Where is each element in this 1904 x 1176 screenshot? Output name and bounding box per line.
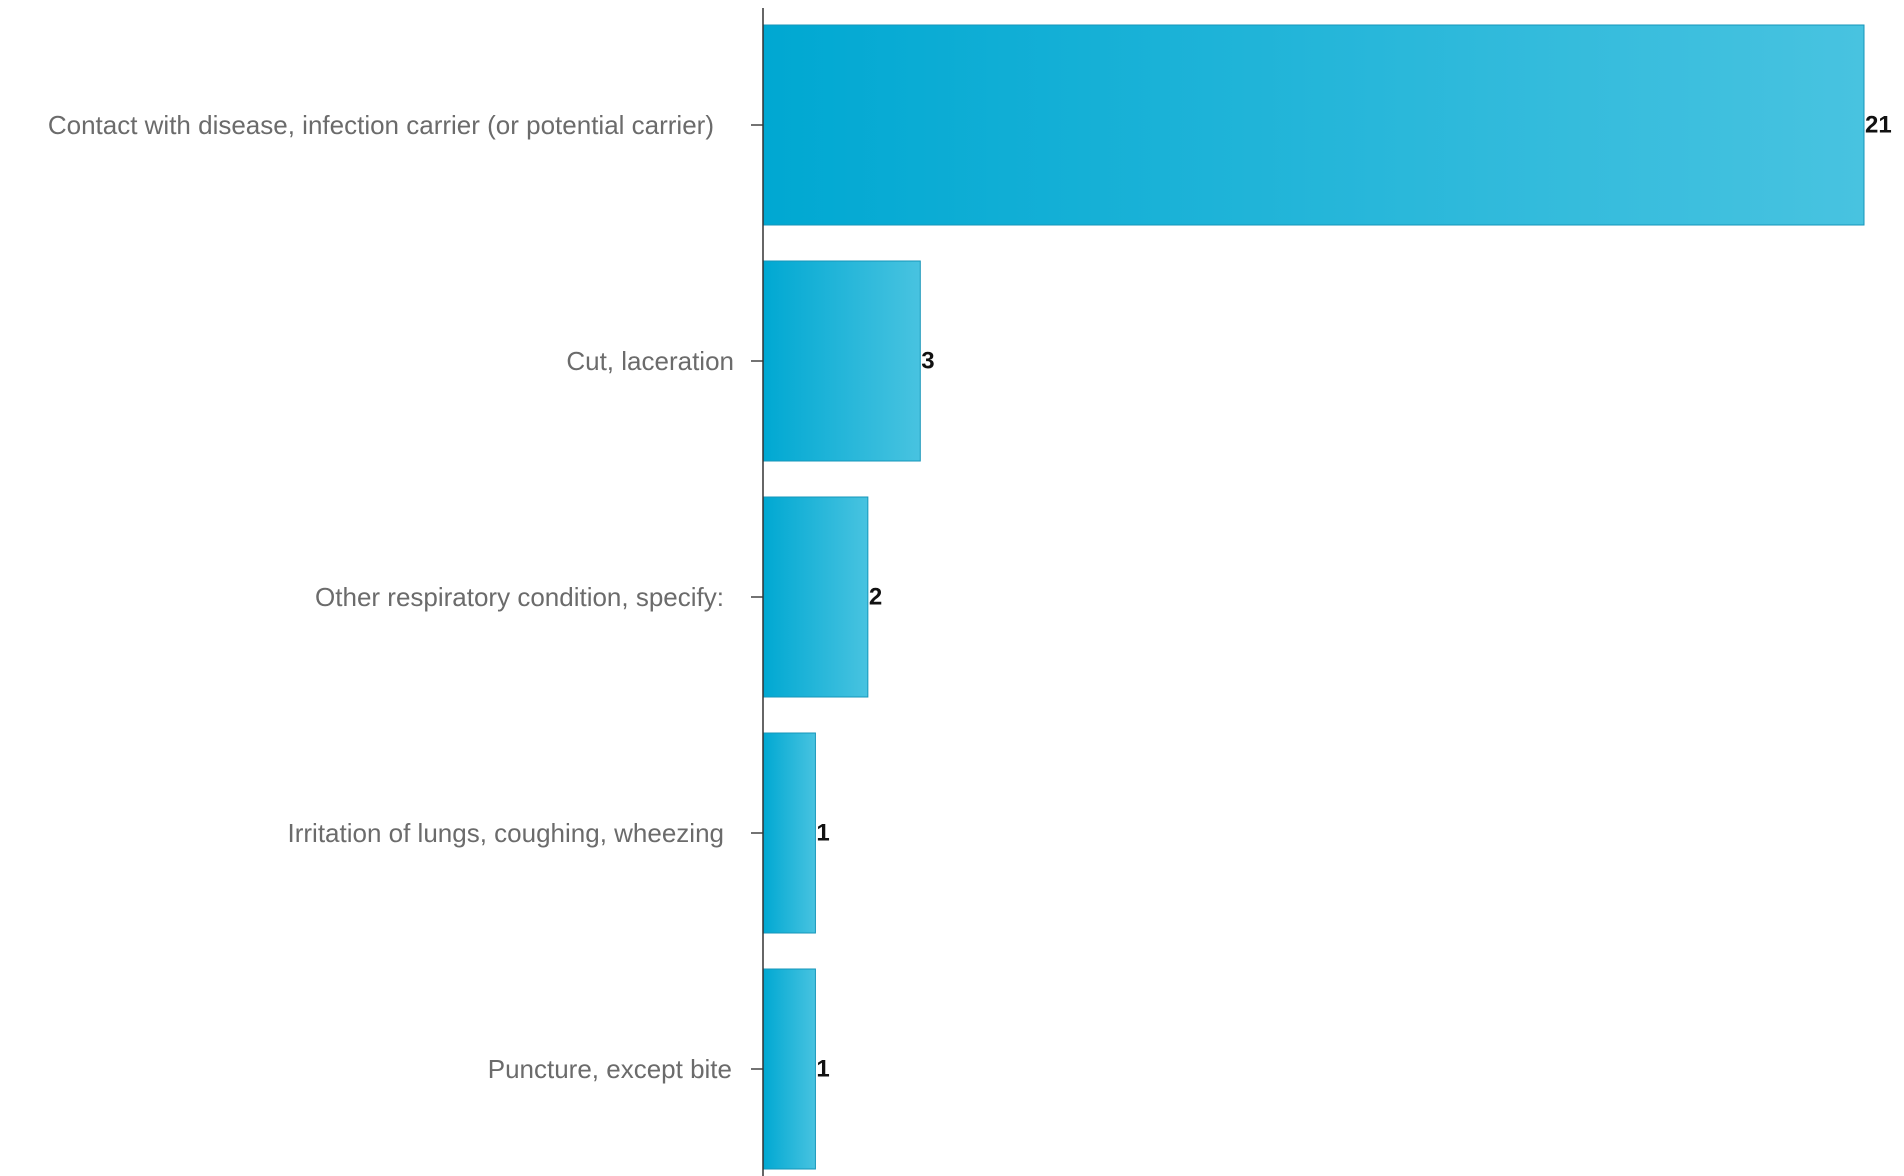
bar-0 bbox=[762, 24, 1865, 226]
value-label-4: 1 bbox=[816, 1056, 829, 1083]
category-labels: Contact with disease, infection carrier … bbox=[48, 110, 734, 1084]
value-label-2: 2 bbox=[869, 584, 882, 611]
category-label-2: Other respiratory condition, specify: bbox=[315, 582, 724, 612]
category-label-3: Irritation of lungs, coughing, wheezing bbox=[288, 818, 725, 848]
tick-marks bbox=[751, 124, 763, 1070]
category-label-0: Contact with disease, infection carrier … bbox=[48, 110, 714, 140]
category-label-1: Cut, laceration bbox=[566, 346, 734, 376]
bar-4 bbox=[762, 968, 816, 1170]
bar-1 bbox=[762, 260, 921, 462]
category-label-4: Puncture, except bite bbox=[488, 1054, 732, 1084]
value-label-0: 21 bbox=[1865, 112, 1892, 139]
value-label-3: 1 bbox=[816, 820, 829, 847]
bars-layer bbox=[762, 24, 1865, 1170]
bar-3 bbox=[762, 732, 816, 934]
bar-2 bbox=[762, 496, 869, 698]
value-label-1: 3 bbox=[921, 348, 934, 375]
